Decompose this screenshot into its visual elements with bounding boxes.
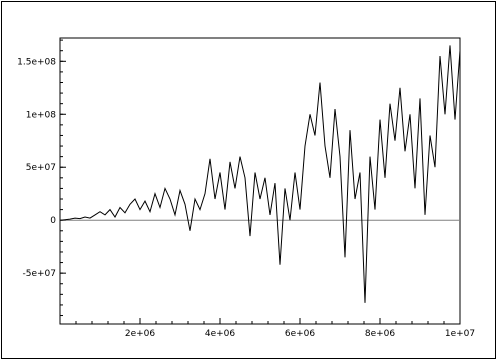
plot-area	[59, 37, 461, 325]
x-tick-label: 2e+06	[125, 329, 156, 339]
x-tick-label: 6e+06	[285, 329, 316, 339]
x-tick-label: 4e+06	[205, 329, 236, 339]
y-tick-label: 1e+08	[26, 110, 57, 120]
x-tick-label: 1e+07	[445, 329, 475, 339]
y-tick-label: 0	[50, 216, 56, 226]
y-tick-label: 1.5e+08	[17, 57, 56, 67]
x-tick-label: 8e+06	[365, 329, 396, 339]
series-line	[59, 45, 461, 303]
y-tick-label: 5e+07	[26, 163, 56, 173]
y-tick-label: -5e+07	[22, 269, 56, 279]
